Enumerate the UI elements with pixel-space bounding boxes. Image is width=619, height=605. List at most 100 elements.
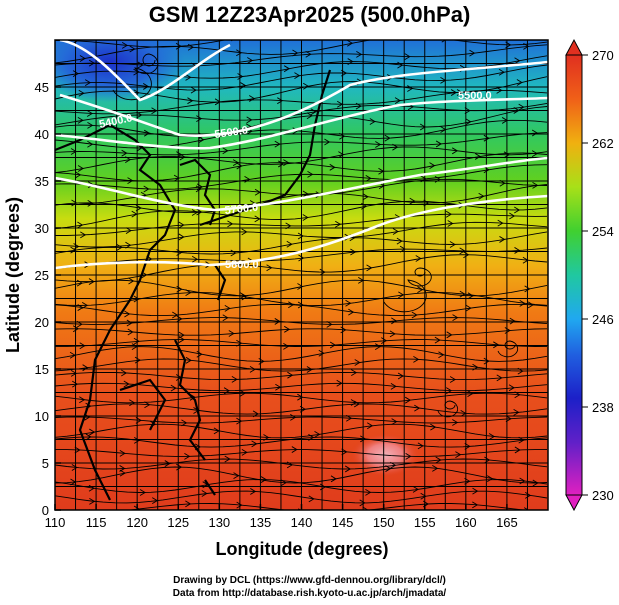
flow-arrow <box>415 255 422 262</box>
flow-arrow <box>501 20 506 26</box>
flow-arrow <box>514 57 521 65</box>
cyclone-spiral-north <box>112 53 159 101</box>
flow-arrow <box>277 97 284 105</box>
flow-arrow <box>244 176 251 183</box>
flow-arrow <box>440 126 447 133</box>
flow-arrow <box>250 488 257 495</box>
flow-arrow <box>513 408 520 416</box>
flow-arrow <box>125 156 132 163</box>
flow-arrow <box>143 83 150 90</box>
flow-arrow <box>224 455 231 463</box>
flow-arrow <box>246 116 253 124</box>
flow-arrow <box>350 248 357 256</box>
flow-arrow <box>141 271 148 279</box>
flow-arrow <box>319 483 326 491</box>
flow-arrow <box>435 456 442 464</box>
flow-arrow <box>404 396 412 404</box>
streamline <box>55 221 548 248</box>
flow-arrow <box>297 232 304 240</box>
streamline <box>55 292 548 306</box>
flow-arrow <box>365 175 372 182</box>
flow-arrow <box>137 61 144 69</box>
flow-arrow <box>344 465 352 473</box>
flow-arrow <box>136 144 143 152</box>
flow-arrow <box>329 341 337 349</box>
streamline <box>55 303 548 317</box>
flow-arrow <box>72 70 79 77</box>
flow-arrow <box>397 61 404 69</box>
flow-arrow <box>249 365 256 373</box>
flow-arrow <box>531 150 539 158</box>
flow-arrow <box>358 276 365 284</box>
x-tick-label: 125 <box>167 515 189 530</box>
flow-arrow <box>354 359 361 366</box>
flow-arrow <box>434 175 441 183</box>
map-title: GSM 12Z23Apr2025 (500.0hPa) <box>148 2 471 27</box>
flow-arrow <box>69 351 76 359</box>
flow-arrow <box>121 369 128 377</box>
streamline <box>55 254 548 283</box>
flow-arrow <box>71 199 78 207</box>
flow-arrow <box>185 73 192 81</box>
flow-arrow <box>285 222 292 230</box>
flow-arrow <box>214 98 221 106</box>
flow-arrow <box>150 420 157 428</box>
colorbar-max-arrow <box>565 38 583 56</box>
flow-arrow <box>513 107 520 114</box>
flow-arrow <box>509 212 516 220</box>
y-tick-label: 15 <box>35 362 49 377</box>
flow-arrow <box>446 331 453 339</box>
flow-arrow <box>131 343 138 351</box>
streamline <box>55 102 548 126</box>
flow-arrow <box>127 177 134 184</box>
flow-arrow <box>241 228 248 236</box>
flow-arrow <box>201 490 208 497</box>
flow-arrow <box>391 418 398 426</box>
flow-arrow <box>518 436 525 444</box>
flow-arrow <box>286 461 293 469</box>
flow-arrow <box>452 419 459 426</box>
x-tick-label: 160 <box>455 515 477 530</box>
flow-arrow <box>360 435 367 443</box>
flow-arrow <box>359 499 366 507</box>
flow-arrow <box>319 268 326 276</box>
streamline <box>55 178 548 206</box>
flow-arrow <box>450 89 457 96</box>
flow-arrow <box>240 82 247 89</box>
flow-arrow <box>478 192 485 200</box>
flow-arrow <box>236 49 243 57</box>
flow-arrow <box>135 416 142 424</box>
flow-arrow <box>519 477 526 485</box>
flow-arrow <box>286 240 293 248</box>
streamline <box>55 403 548 415</box>
streamline <box>55 392 548 404</box>
flow-arrow <box>362 506 369 510</box>
flow-arrow <box>228 330 235 337</box>
streamline <box>55 328 548 336</box>
flow-arrow <box>531 129 539 137</box>
colorbar-tick-label: 262 <box>592 136 614 151</box>
flow-arrow <box>384 134 391 142</box>
streamline <box>55 382 548 392</box>
flow-arrow <box>123 380 130 388</box>
flow-arrow <box>307 170 314 178</box>
streamline <box>55 317 548 325</box>
streamline <box>55 183 548 214</box>
flow-arrow <box>302 214 309 221</box>
flow-arrow <box>196 350 203 358</box>
flow-arrow <box>233 472 240 480</box>
flow-arrow <box>297 283 304 290</box>
streamline <box>55 423 548 439</box>
eddy-spiral-south <box>437 400 459 418</box>
colorbar-min-arrow <box>565 494 583 512</box>
flow-arrow <box>314 430 321 438</box>
flow-arrow <box>414 404 421 412</box>
flow-arrow <box>76 320 83 328</box>
flow-arrow <box>198 136 205 144</box>
flow-arrow <box>258 357 265 365</box>
flow-arrow <box>178 233 185 241</box>
flow-arrow <box>88 484 95 492</box>
flow-arrow <box>420 492 427 500</box>
flow-arrow <box>459 247 466 255</box>
flow-arrow <box>80 231 87 239</box>
